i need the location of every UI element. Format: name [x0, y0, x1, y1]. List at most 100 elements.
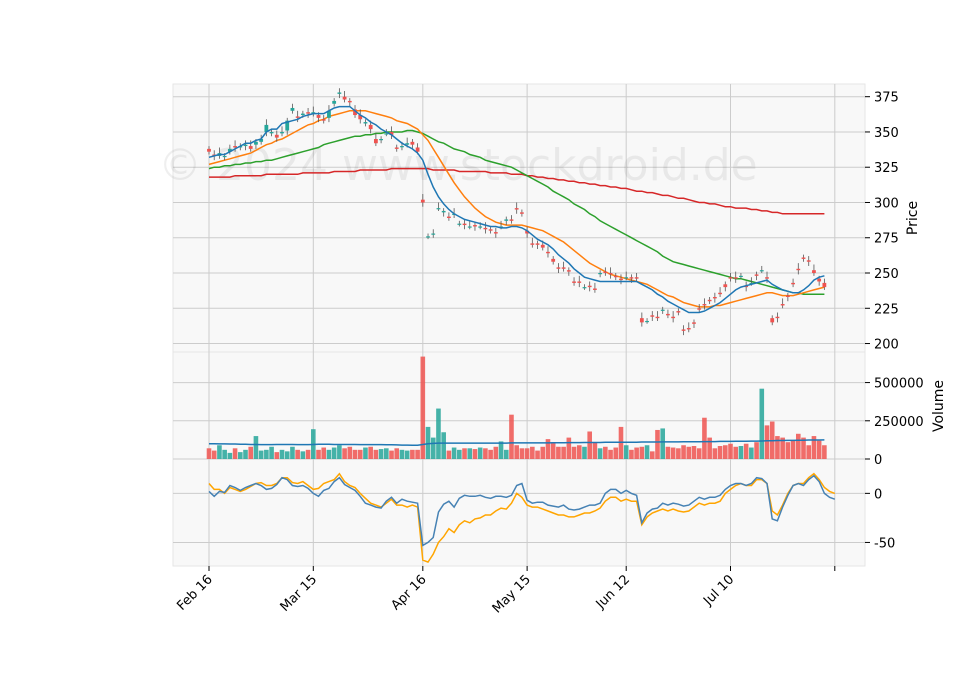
- candle-body: [509, 219, 514, 221]
- price-tick-label: 275: [874, 232, 899, 247]
- candle-body: [478, 226, 483, 228]
- volume-bar: [404, 450, 410, 459]
- volume-bar: [258, 450, 264, 459]
- volume-bar: [326, 449, 332, 459]
- candle-body: [514, 208, 519, 210]
- candle-body: [436, 208, 441, 210]
- candle-body: [358, 115, 363, 120]
- candle-body: [535, 243, 540, 245]
- candle-body: [222, 155, 227, 158]
- volume-bar: [430, 437, 436, 459]
- oscillator-tick-label: 0: [874, 487, 882, 502]
- volume-bar: [608, 449, 613, 459]
- price-tick-label: 250: [874, 267, 899, 282]
- volume-bar: [384, 448, 389, 459]
- watermark: © 2024 www.stockdroid.de: [158, 140, 758, 191]
- volume-bar: [780, 437, 785, 459]
- volume-bar: [530, 446, 535, 459]
- volume-bar: [206, 448, 212, 459]
- volume-bar: [587, 431, 592, 459]
- volume-bar: [816, 440, 822, 459]
- volume-bar: [655, 429, 660, 459]
- candle-body: [624, 277, 629, 279]
- candle-body: [540, 244, 545, 248]
- candle-body: [712, 296, 717, 299]
- candle-body: [285, 120, 290, 131]
- volume-bar: [540, 446, 546, 459]
- candle-body: [368, 124, 373, 130]
- volume-bar: [571, 446, 577, 459]
- candle-body: [280, 131, 284, 134]
- volume-bar: [649, 451, 655, 459]
- candle-body: [384, 133, 389, 135]
- volume-bar: [399, 449, 405, 459]
- volume-bar: [566, 437, 572, 459]
- oscillator-lines: [208, 472, 836, 564]
- volume-bar: [498, 441, 504, 459]
- x-tick-label: Jul 10: [700, 572, 737, 609]
- volume-bar: [634, 447, 639, 459]
- oscillator-panel: [172, 458, 866, 567]
- candle-body: [327, 110, 331, 118]
- volume-bar: [483, 448, 488, 459]
- volume-bar: [342, 448, 347, 459]
- candle-body: [264, 124, 269, 132]
- candle-body: [770, 318, 775, 323]
- volume-bar: [728, 443, 733, 459]
- volume-bar: [305, 449, 311, 459]
- candle-body: [608, 273, 613, 275]
- volume-bar: [316, 449, 321, 459]
- volume-bar: [227, 452, 233, 459]
- candle-body: [556, 267, 561, 269]
- candle-body: [702, 304, 707, 306]
- volume-tick-label: 0: [874, 453, 882, 468]
- candle-body: [785, 295, 790, 297]
- x-tick-label: Mar 15: [278, 572, 321, 615]
- volume-bar: [477, 447, 483, 459]
- volume-tick-label: 250000: [874, 415, 924, 430]
- volume-bar: [357, 449, 363, 459]
- candle-body: [650, 315, 655, 317]
- volume-bar: [613, 447, 619, 459]
- candle-body: [233, 146, 237, 148]
- volume-bar: [733, 446, 739, 459]
- candle-body: [812, 270, 816, 274]
- candle-body: [337, 92, 342, 94]
- volume-bar: [582, 446, 587, 459]
- candle-body: [806, 260, 811, 262]
- sma-mid-line: [208, 110, 825, 308]
- sma-200-line: [209, 167, 825, 215]
- candle-body: [493, 232, 498, 234]
- candlesticks: [207, 88, 827, 336]
- candle-body: [379, 139, 383, 141]
- candle-body: [415, 147, 420, 152]
- volume-bar: [420, 356, 426, 459]
- candle-body: [791, 282, 795, 285]
- x-tick-label: Feb 16: [174, 572, 216, 614]
- volume-bar: [681, 445, 686, 459]
- volume-bar: [264, 449, 269, 459]
- volume-bar: [644, 445, 650, 459]
- candle-body: [499, 226, 503, 228]
- volume-bar: [623, 445, 629, 459]
- candle-body: [582, 287, 587, 289]
- candle-body: [306, 112, 310, 114]
- candle-body: [697, 308, 702, 310]
- volume-bar: [717, 446, 723, 459]
- volume-bar: [722, 445, 728, 459]
- candle-body: [655, 316, 660, 319]
- candle-body: [488, 229, 493, 231]
- candle-body: [733, 277, 738, 279]
- volume-bar: [550, 442, 556, 459]
- candle-body: [822, 282, 827, 288]
- sma-long-path: [208, 129, 825, 295]
- volume-bar: [363, 447, 368, 459]
- y-axis-ticks: 200 225 250 275 300 325 350 375 0 250000 500000 -50…: [865, 91, 924, 551]
- volume-bar: [441, 432, 446, 459]
- candle-body: [295, 116, 300, 118]
- volume-bar: [300, 451, 306, 459]
- volume-bar: [691, 446, 697, 459]
- volume-bar: [321, 447, 327, 459]
- volume-bar: [660, 428, 666, 459]
